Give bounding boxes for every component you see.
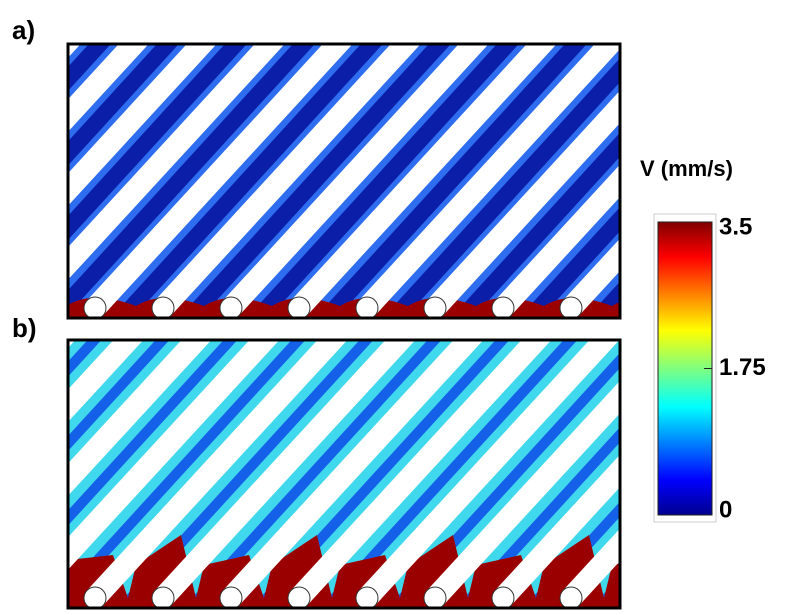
obstacle-end — [560, 297, 582, 319]
obstacle-end — [492, 587, 514, 609]
obstacle-end — [220, 587, 242, 609]
obstacle-end — [628, 297, 650, 319]
obstacle-end — [16, 587, 38, 609]
colorbar-tick-label: 1.75 — [719, 354, 766, 381]
flow-halo — [0, 24, 16, 310]
colorbar-tick-label: 3.5 — [719, 213, 752, 240]
obstacle-end — [424, 587, 446, 609]
figure: a) b) V (mm/s) 0 1.75 3.5 — [0, 0, 797, 610]
obstacle-end — [560, 587, 582, 609]
obstacle-end — [288, 297, 310, 319]
obstacle-end — [152, 587, 174, 609]
obstacle-end — [220, 297, 242, 319]
obstacle-end — [84, 297, 106, 319]
obstacle-end — [356, 587, 378, 609]
obstacle — [0, 24, 16, 308]
panel-label: a) — [12, 15, 35, 45]
obstacle-end — [356, 297, 378, 319]
obstacle-end — [152, 297, 174, 319]
obstacle-end — [492, 297, 514, 319]
panel-label: b) — [12, 313, 37, 343]
page: {"panels": [{"label": "a)"}, {"label": "… — [0, 0, 797, 615]
obstacle-end — [84, 587, 106, 609]
obstacle — [0, 320, 11, 598]
obstacle-end — [424, 297, 446, 319]
obstacle-end — [288, 587, 310, 609]
colorbar-title: V (mm/s) — [640, 156, 733, 181]
flow-halo — [0, 320, 11, 600]
colorbar — [658, 222, 712, 515]
obstacle-end — [628, 587, 650, 609]
colorbar-tick-label: 0 — [719, 496, 732, 523]
